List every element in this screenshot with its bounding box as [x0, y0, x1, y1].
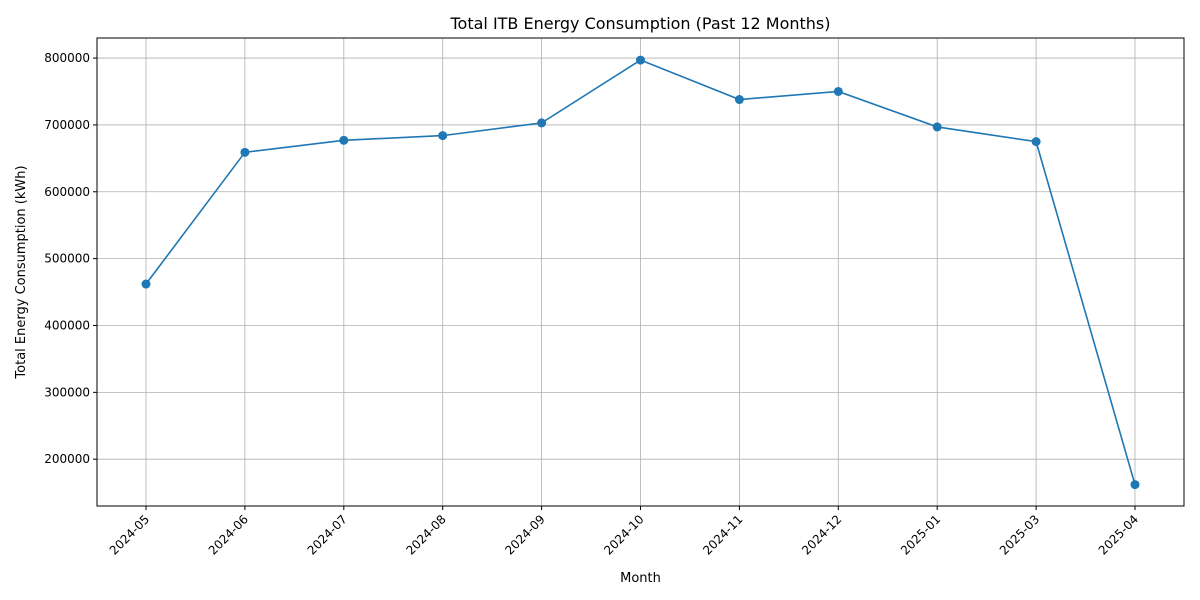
y-axis-ticks: 200000 300000 400000 500000 600000 700000 8000…	[44, 51, 97, 466]
data-point	[438, 131, 448, 141]
x-tick-label: 2024-12	[799, 512, 844, 557]
y-tick-label: 700000	[44, 118, 90, 132]
data-point	[339, 135, 349, 145]
data-point	[1031, 137, 1041, 147]
data-point	[636, 55, 645, 65]
y-tick-label: 500000	[44, 252, 90, 266]
x-tick-label: 2024-08	[403, 512, 448, 557]
x-tick-label: 2025-04	[1096, 512, 1141, 557]
x-tick-label: 2024-09	[502, 512, 547, 557]
grid	[97, 38, 1184, 506]
data-point	[734, 95, 744, 105]
data-point	[141, 279, 151, 289]
chart-title: Total ITB Energy Consumption (Past 12 Mo…	[449, 14, 830, 33]
data-point	[932, 122, 942, 132]
x-tick-label: 2025-01	[898, 512, 943, 557]
x-tick-label: 2024-11	[700, 512, 745, 557]
y-axis-label: Total Energy Consumption (kWh)	[14, 165, 29, 379]
y-tick-label: 800000	[44, 51, 90, 65]
x-tick-label: 2024-07	[305, 512, 350, 557]
y-tick-label: 200000	[44, 452, 90, 466]
x-axis-ticks: 2024-05 2024-06 2024-07 2024-08 2024-09 2024-…	[107, 506, 1141, 558]
y-tick-label: 400000	[44, 318, 90, 332]
data-point	[240, 147, 250, 157]
x-axis-label: Month	[620, 571, 661, 586]
x-tick-label: 2024-10	[601, 512, 646, 557]
data-point	[833, 86, 843, 96]
y-tick-label: 600000	[44, 185, 90, 199]
y-tick-label: 300000	[44, 385, 90, 399]
x-tick-label: 2024-05	[107, 512, 152, 557]
x-tick-label: 2025-03	[997, 512, 1042, 557]
data-point	[1130, 480, 1140, 490]
x-tick-label: 2024-06	[206, 512, 251, 557]
data-point	[537, 118, 547, 128]
series-layer	[141, 55, 1140, 490]
